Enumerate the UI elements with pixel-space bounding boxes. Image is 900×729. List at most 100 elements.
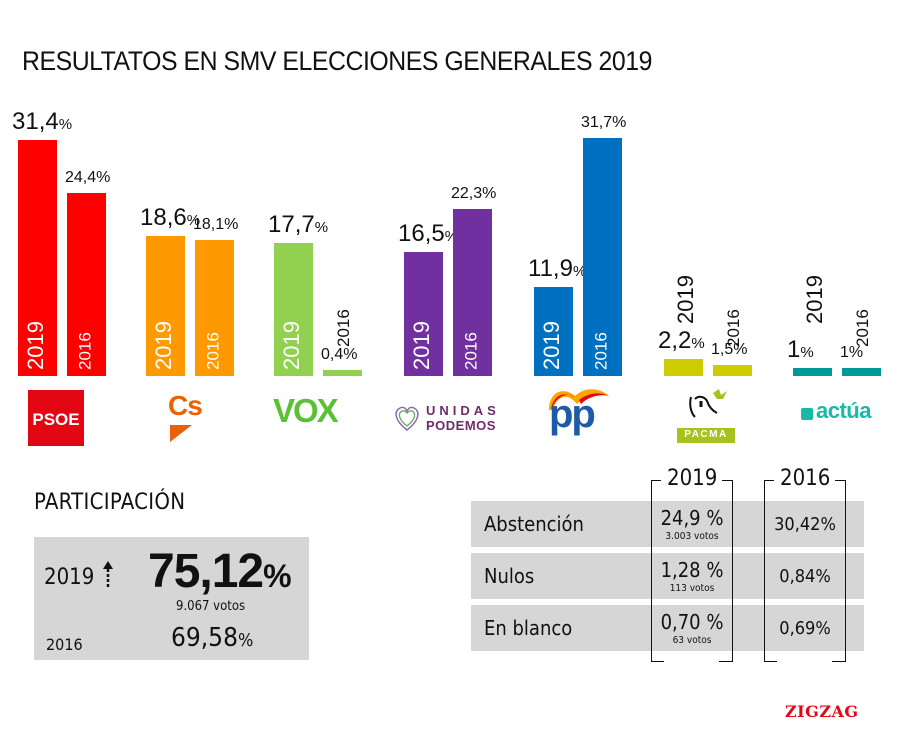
- bar-value-number: 31,4: [12, 108, 59, 136]
- cell-votes: 3.003 votos: [665, 531, 719, 542]
- bar-value-label: 24,4%: [65, 168, 111, 186]
- cell-2019: 1,28 %: [660, 558, 724, 582]
- podemos-line2: PODEMOS: [426, 418, 496, 433]
- row-label: Abstención: [484, 512, 584, 536]
- participation-box: 2019 75,12% 9.067 votos 2016 69,58%: [34, 537, 309, 660]
- participation-value-2019: 75,12%: [148, 544, 292, 599]
- table-row: Nulos 1,28 % 113 votos 0,84%: [471, 553, 864, 599]
- bar-value-pct: %: [314, 219, 329, 237]
- bar-value-label: 18,1%: [193, 216, 239, 234]
- bar-actua-2016: [842, 368, 881, 376]
- cs-logo-text: Cs: [168, 390, 203, 421]
- bar-value-pct: %: [691, 335, 705, 353]
- participation-value-2016-number: 69,58: [171, 623, 238, 653]
- participation-value-2019-number: 75,12: [148, 545, 264, 598]
- bar-unidas-podemos-2016: 2016: [453, 208, 492, 376]
- bar-value-number: 11,9: [528, 254, 573, 282]
- bar-value-label: 11,9%: [528, 255, 586, 283]
- bar-psoe-2016: 2016: [67, 192, 106, 376]
- logo-psoe: PSOE: [28, 390, 84, 446]
- bar-value-pct: %: [800, 344, 814, 362]
- bar-year-label: 2019: [801, 275, 827, 324]
- bar-cs-2016: 2016: [195, 240, 234, 376]
- bar-vox-2016: [323, 370, 362, 376]
- bar-value-label: 17,7%: [268, 211, 328, 239]
- cs-triangle-icon: [170, 425, 192, 442]
- bar-value-label: 31,7%: [581, 114, 627, 131]
- cell-2016: 0,84%: [779, 566, 831, 587]
- bar-value-label: 1,5%: [711, 340, 748, 358]
- bar-pacma-2016: [713, 364, 752, 376]
- logo-pp: pp: [543, 382, 613, 438]
- bracket-2016-bottom-right: [832, 661, 845, 662]
- pacma-logo-text: PACMA: [684, 429, 728, 440]
- arrow-up-icon: [103, 561, 113, 587]
- row-label: Nulos: [484, 564, 535, 588]
- bar-value-pct: %: [572, 262, 587, 280]
- bar-cs-2019: 2019: [146, 236, 185, 376]
- row-label: En blanco: [484, 616, 573, 640]
- pp-gull-icon: [549, 389, 609, 410]
- bar-actua-2019: [793, 368, 832, 376]
- pacma-label-box: PACMA: [677, 428, 735, 443]
- bar-year-label: 2019: [278, 321, 304, 370]
- actua-logo-text: actúa: [816, 398, 871, 423]
- bar-unidas-podemos-2019: 2019: [404, 252, 443, 376]
- bar-value-label: 1%: [787, 336, 814, 364]
- bar-value-label: 2,2%: [658, 327, 705, 355]
- bar-year-label: 2016: [75, 332, 94, 370]
- bar-pacma-2019: [664, 359, 703, 376]
- bar-year-label: 2019: [150, 321, 176, 370]
- brand-logo: ZIGZAG: [785, 702, 859, 721]
- bar-value-number: 17,7: [268, 211, 315, 239]
- bar-year-label: 2019: [538, 321, 564, 370]
- participation-value-2019-pct: %: [263, 558, 291, 594]
- bar-value-number: 1: [787, 336, 801, 364]
- bar-year-label: 2016: [461, 332, 480, 370]
- table-row: Abstención 24,9 % 3.003 votos 30,42%: [471, 501, 864, 547]
- bar-value-number: 16,5: [398, 220, 445, 248]
- bar-value-pct: %: [186, 212, 201, 230]
- bar-chart: 2019 31,4% 2016 24,4% 2019 18,6% 2016 18,1% 2019…: [0, 100, 900, 385]
- logo-actua: actúa: [800, 398, 880, 426]
- bracket-2019-top-left: [651, 480, 661, 481]
- bar-year-label: 2019: [408, 321, 434, 370]
- bar-value-label: 0,4%: [321, 346, 358, 363]
- bar-value-label: 22,3%: [451, 184, 497, 202]
- participation-votes-2019: 9.067 votos: [176, 599, 246, 614]
- bar-year-label: 2019: [672, 275, 698, 324]
- bar-pp-2019: 2019: [534, 286, 573, 376]
- bar-value-label: 18,6%: [140, 204, 200, 232]
- logo-vox: VOX: [273, 392, 339, 430]
- bracket-2016: [764, 480, 846, 662]
- bar-year-label: 2019: [22, 321, 48, 370]
- page-title: RESULTATOS EN SMV ELECCIONES GENERALES 2…: [22, 46, 652, 76]
- bracket-2016-bottom-left: [764, 661, 777, 662]
- participation-value-2016-pct: %: [237, 630, 254, 651]
- participation-value-2016: 69,58%: [171, 623, 253, 653]
- bar-value-label: 1%: [840, 344, 864, 362]
- logo-cs: Cs: [168, 390, 218, 446]
- bar-value-number: 18,6: [140, 204, 187, 232]
- bracket-2019-bottom-right: [719, 661, 732, 662]
- bar-year-label: 2016: [853, 309, 872, 347]
- participation-title: PARTICIPACIÓN: [34, 490, 186, 515]
- cell-2019: 0,70 %: [660, 610, 724, 634]
- cell-2019: 24,9 %: [660, 506, 724, 530]
- bar-value-number: 2,2: [658, 327, 692, 355]
- bracket-2019-top-right: [722, 480, 732, 481]
- bracket-2016-top-left: [764, 480, 774, 481]
- podemos-line1: UNIDAS: [426, 403, 500, 418]
- bar-vox-2019: 2019: [274, 243, 313, 376]
- logo-unidas-podemos: UNIDAS PODEMOS: [392, 401, 512, 437]
- participation-year-2016: 2016: [46, 635, 83, 654]
- table-row: En blanco 0,70 % 63 votos 0,69%: [471, 605, 864, 651]
- cell-2016: 0,69%: [779, 618, 831, 639]
- column-header-2016: 2016: [777, 466, 834, 491]
- pp-logo-text: pp: [549, 392, 596, 436]
- bar-psoe-2019: 2019: [18, 140, 57, 376]
- participation-year-2019: 2019: [44, 565, 95, 590]
- actua-square-icon: [801, 408, 813, 420]
- bar-value-pct: %: [58, 116, 73, 134]
- bar-year-label: 2016: [334, 309, 353, 347]
